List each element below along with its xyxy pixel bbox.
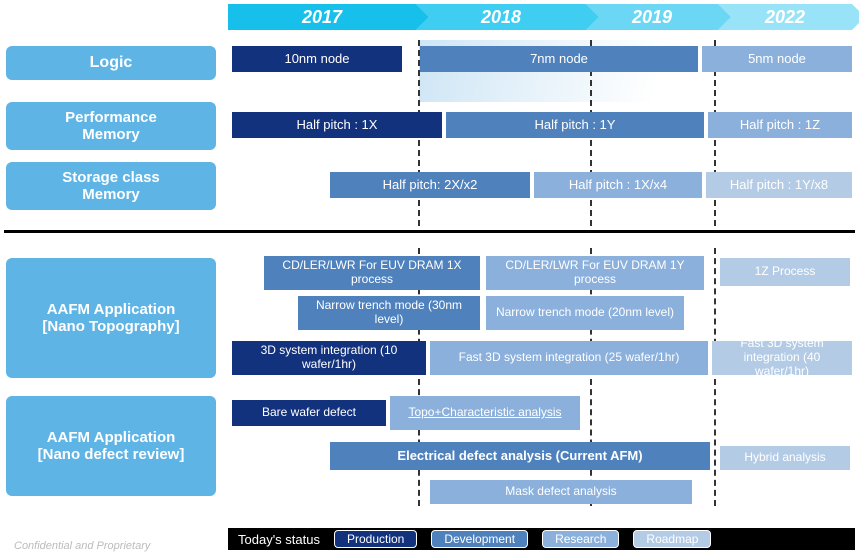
timeline-year: 2018 — [416, 4, 586, 30]
roadmap-chart: { "colors":{ "arrow1":"#17c0eb","arrow2"… — [0, 0, 859, 554]
roadmap-bar: Electrical defect analysis (Current AFM) — [330, 442, 710, 470]
roadmap-bar: Fast 3D system integration (25 wafer/1hr… — [430, 341, 708, 375]
section-divider — [4, 230, 855, 233]
roadmap-bar: Topo+Characteristic analysis — [390, 396, 580, 430]
legend-item: Production — [334, 530, 417, 548]
roadmap-bar: 3D system integration (10 wafer/1hr) — [232, 341, 426, 375]
category-label: AAFM Application[Nano Topography] — [6, 258, 216, 378]
category-label: PerformanceMemory — [6, 102, 216, 150]
legend-item: Roadmap — [633, 530, 711, 548]
timeline-header: 2017201820192022 — [228, 4, 859, 36]
roadmap-bar: 5nm node — [702, 46, 852, 72]
euv-production-label: EUV Production — [718, 198, 847, 218]
legend-item: Research — [542, 530, 619, 548]
timeline-year: 2019 — [586, 4, 718, 30]
roadmap-bar: Half pitch : 1X/x4 — [534, 172, 702, 198]
roadmap-bar: Narrow trench mode (30nm level) — [298, 296, 480, 330]
roadmap-bar: Mask defect analysis — [430, 480, 692, 504]
roadmap-bar: Hybrid analysis — [720, 446, 850, 470]
roadmap-bar: Half pitch: 2X/x2 — [330, 172, 530, 198]
category-label: AAFM Application[Nano defect review] — [6, 396, 216, 496]
roadmap-bar: CD/LER/LWR For EUV DRAM 1Y process — [486, 256, 704, 290]
roadmap-bar: 7nm node — [420, 46, 698, 72]
legend-bar: Today's status Production Development Rese… — [228, 528, 855, 550]
roadmap-bar: Fast 3D system integration (40 wafer/1hr… — [712, 341, 852, 375]
category-label: Logic — [6, 46, 216, 80]
roadmap-bar: Half pitch : 1Y/x8 — [706, 172, 852, 198]
footer-confidential: Confidential and Proprietary — [14, 540, 150, 552]
roadmap-bar: 1Z Process — [720, 258, 850, 286]
timeline-year: 2017 — [228, 4, 416, 30]
roadmap-bar: Narrow trench mode (20nm level) — [486, 296, 684, 330]
roadmap-bar: 10nm node — [232, 46, 402, 72]
legend-item: Development — [431, 530, 528, 548]
roadmap-bar: Bare wafer defect — [232, 400, 386, 426]
roadmap-bar: Half pitch : 1Y — [446, 112, 704, 138]
roadmap-bar: Half pitch : 1X — [232, 112, 442, 138]
timeline-year: 2022 — [718, 4, 852, 30]
roadmap-bar: Half pitch : 1Z — [708, 112, 852, 138]
year-dashed-line — [714, 248, 716, 506]
roadmap-bar: CD/LER/LWR For EUV DRAM 1X process — [264, 256, 480, 290]
legend-title: Today's status — [238, 532, 320, 547]
category-label: Storage classMemory — [6, 162, 216, 210]
